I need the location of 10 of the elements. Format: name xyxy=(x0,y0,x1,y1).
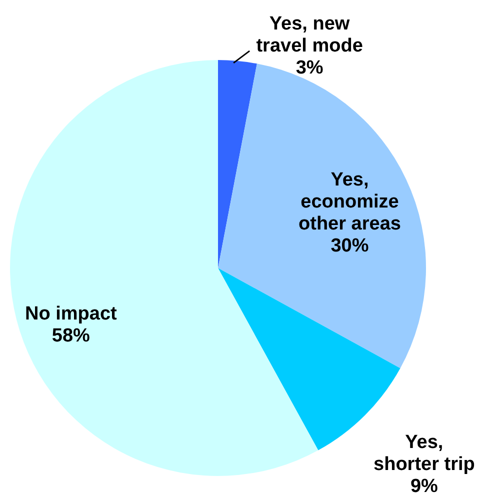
slice-label: Yes, economize other areas xyxy=(298,170,401,235)
data-label: 3% xyxy=(296,58,324,79)
data-label: 30% xyxy=(330,236,369,257)
pie-slice xyxy=(218,60,257,268)
slice-label: No impact xyxy=(25,303,118,324)
slice-label: Yes, new travel mode xyxy=(256,14,363,57)
data-label: 58% xyxy=(52,325,90,346)
slice-label: Yes, shorter trip xyxy=(374,432,475,475)
data-label: 9% xyxy=(410,476,438,497)
pie-slice xyxy=(218,268,400,450)
